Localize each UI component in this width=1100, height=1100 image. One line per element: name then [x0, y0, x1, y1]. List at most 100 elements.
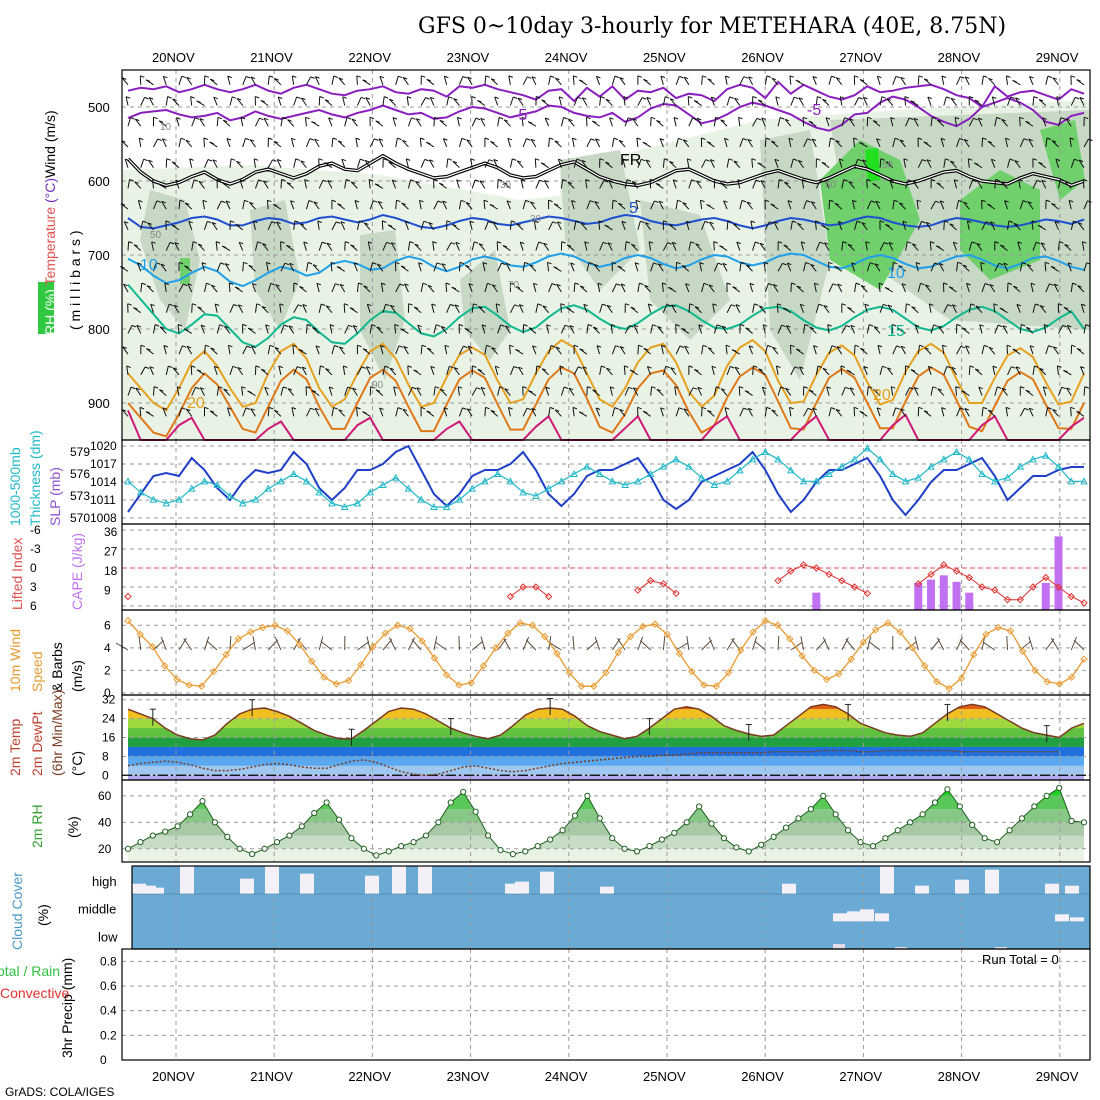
wind-barb	[860, 285, 866, 288]
wind-barb	[316, 283, 320, 293]
wind-barb	[941, 75, 945, 85]
wind-barb	[379, 75, 385, 79]
wind-barb	[334, 345, 339, 348]
wind-barb	[123, 283, 129, 293]
wind-barb	[227, 345, 231, 355]
wind-barb	[571, 200, 576, 203]
wind-barb	[1067, 262, 1072, 272]
wind-barb	[305, 262, 309, 272]
wind-barb	[324, 99, 330, 102]
wind-barb	[876, 407, 881, 417]
thickness-marker	[493, 469, 502, 477]
wind-barb	[1078, 159, 1084, 163]
wind-barb	[662, 282, 667, 285]
wind-barb	[197, 306, 202, 309]
wind-barb	[813, 283, 817, 293]
wind-barb	[1004, 200, 1009, 203]
wind-barb	[841, 325, 847, 334]
wind-barb	[326, 242, 333, 251]
wind-barb	[876, 138, 881, 148]
wind-barb	[165, 220, 170, 223]
wind-barb	[1053, 283, 1059, 287]
wind-barb	[827, 324, 830, 334]
wind-barb	[398, 345, 404, 348]
wind-barb	[949, 286, 954, 289]
wind10-marker	[761, 617, 770, 625]
wind-barb	[918, 406, 923, 410]
rh-marker	[323, 799, 330, 806]
wind-barb	[895, 407, 900, 410]
wind-barb	[497, 386, 501, 396]
wind-barb	[644, 285, 651, 293]
rh-marker	[360, 845, 367, 852]
thickness-marker	[519, 488, 527, 496]
wind-barb	[1070, 75, 1076, 78]
wind-barb	[760, 180, 766, 189]
bottom-day-label: 27NOV	[839, 1069, 882, 1084]
wind-barb	[369, 200, 374, 210]
wind-barb	[493, 159, 499, 168]
wind-barb	[750, 220, 756, 223]
wind-barb	[813, 345, 817, 355]
wind-barb	[632, 118, 637, 121]
wind-barb	[981, 75, 984, 85]
wind-barb	[979, 324, 983, 334]
rh-marker	[211, 819, 219, 826]
wind-barb	[284, 262, 290, 266]
thickness-marker	[965, 455, 974, 463]
wind-barb	[513, 96, 518, 99]
rh-marker	[596, 815, 603, 822]
wind-barb	[876, 138, 881, 141]
y-tick-label: 0.6	[100, 979, 117, 993]
temp-band	[128, 775, 1084, 780]
wind-barb	[917, 345, 920, 355]
wind-barb	[314, 408, 320, 417]
wind-barb	[223, 388, 231, 396]
wind-barb	[981, 407, 984, 417]
thickness-marker	[340, 502, 349, 510]
wind-barb	[534, 158, 537, 168]
wind-barb	[430, 365, 435, 369]
wind-barb	[826, 386, 831, 389]
wind-barb	[990, 159, 996, 168]
wind10-barb	[206, 640, 218, 651]
wind-barb	[713, 386, 717, 396]
temperature-line	[127, 703, 1085, 741]
wind-barb	[593, 263, 601, 272]
rh-shade	[1040, 120, 1085, 200]
wind-barb	[265, 324, 270, 327]
wind-barb	[364, 159, 370, 163]
wind-barb	[879, 158, 882, 168]
wind-barb	[386, 241, 391, 245]
wind-barb	[400, 328, 405, 331]
wind-barb	[739, 407, 744, 417]
rh2m-ylabel: (%)	[65, 816, 81, 838]
wind-barb	[216, 117, 219, 127]
wind-barb	[675, 345, 681, 355]
wind-barb	[1031, 220, 1037, 223]
wind-barb	[458, 262, 461, 272]
wind10-barb	[160, 636, 167, 651]
wind-barb	[189, 158, 193, 168]
wind-barb	[509, 304, 516, 313]
wind-barb	[710, 159, 715, 162]
wind10-marker	[614, 648, 622, 657]
wind-barb	[283, 324, 289, 327]
wind-barb	[899, 408, 906, 417]
wind-barb	[777, 117, 781, 127]
y-tick-label: 6	[104, 618, 111, 632]
wind-barb	[188, 221, 193, 231]
wind-barb	[227, 75, 232, 79]
wind10-marker	[651, 620, 659, 628]
wind-barb	[328, 117, 333, 127]
wind-barb	[829, 199, 834, 203]
wind-barb	[155, 262, 161, 265]
wind-barb	[585, 179, 590, 182]
wind-barb	[402, 139, 409, 148]
wind10-marker	[590, 682, 598, 690]
wind-barb	[456, 179, 461, 182]
wind-barb	[336, 221, 341, 224]
wind-barb	[266, 262, 269, 272]
thickness-marker	[1003, 473, 1012, 481]
wind-barb	[152, 386, 155, 396]
